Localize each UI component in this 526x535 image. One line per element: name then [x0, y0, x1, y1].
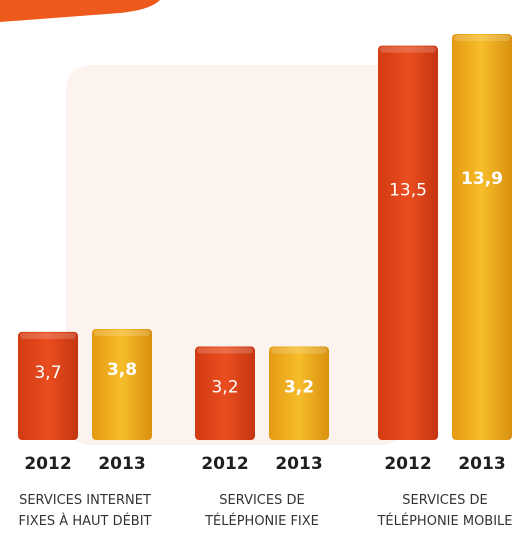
category-label-group-2-line-1: SERVICES DE [219, 493, 304, 508]
category-label-group-1-line-1: SERVICES INTERNET [19, 493, 151, 508]
bar-cap-2013-group-3 [454, 35, 510, 41]
year-label-2012-group-3: 2012 [384, 454, 431, 474]
bar-cap-2012-group-1 [20, 332, 76, 339]
year-label-2012-group-1: 2012 [24, 454, 71, 474]
bar-2013-group-1 [92, 329, 152, 440]
category-label-group-1-line-2: FIXES À HAUT DÉBIT [18, 513, 151, 529]
bar-2012-group-1 [18, 331, 78, 440]
year-label-2012-group-2: 2012 [201, 454, 248, 474]
bar-2013-group-3 [452, 34, 512, 440]
year-label-2013-group-1: 2013 [98, 454, 145, 474]
bar-2013-group-2 [269, 346, 329, 440]
category-label-group-2-line-2: TÉLÉPHONIE FIXE [204, 513, 319, 529]
value-label-2012-group-1: 3,7 [34, 363, 61, 383]
value-label-2013-group-2: 3,2 [284, 378, 314, 398]
value-label-2012-group-3: 13,5 [389, 181, 427, 201]
value-label-2013-group-3: 13,9 [461, 169, 503, 189]
category-label-group-3-line-1: SERVICES DE [402, 493, 487, 508]
bar-2012-group-3 [378, 45, 438, 441]
bar-cap-2012-group-2 [197, 347, 253, 354]
year-label-2013-group-2: 2013 [275, 454, 322, 474]
bar-cap-2013-group-1 [94, 330, 150, 337]
value-label-2013-group-1: 3,8 [107, 360, 137, 380]
year-label-2013-group-3: 2013 [458, 454, 505, 474]
labels-layer: 3,7 2012 3,8 2013 SERVICES INTERNET FIXES À H… [18, 169, 512, 529]
bar-cap-2013-group-2 [271, 347, 327, 354]
value-label-2012-group-2: 3,2 [211, 378, 238, 398]
bar-2012-group-2 [195, 346, 255, 440]
bar-cap-2012-group-3 [380, 46, 436, 53]
top-accent-stripe [0, 0, 160, 22]
bars-layer [18, 34, 512, 441]
category-label-group-3-line-2: TÉLÉPHONIE MOBILE [376, 513, 512, 529]
